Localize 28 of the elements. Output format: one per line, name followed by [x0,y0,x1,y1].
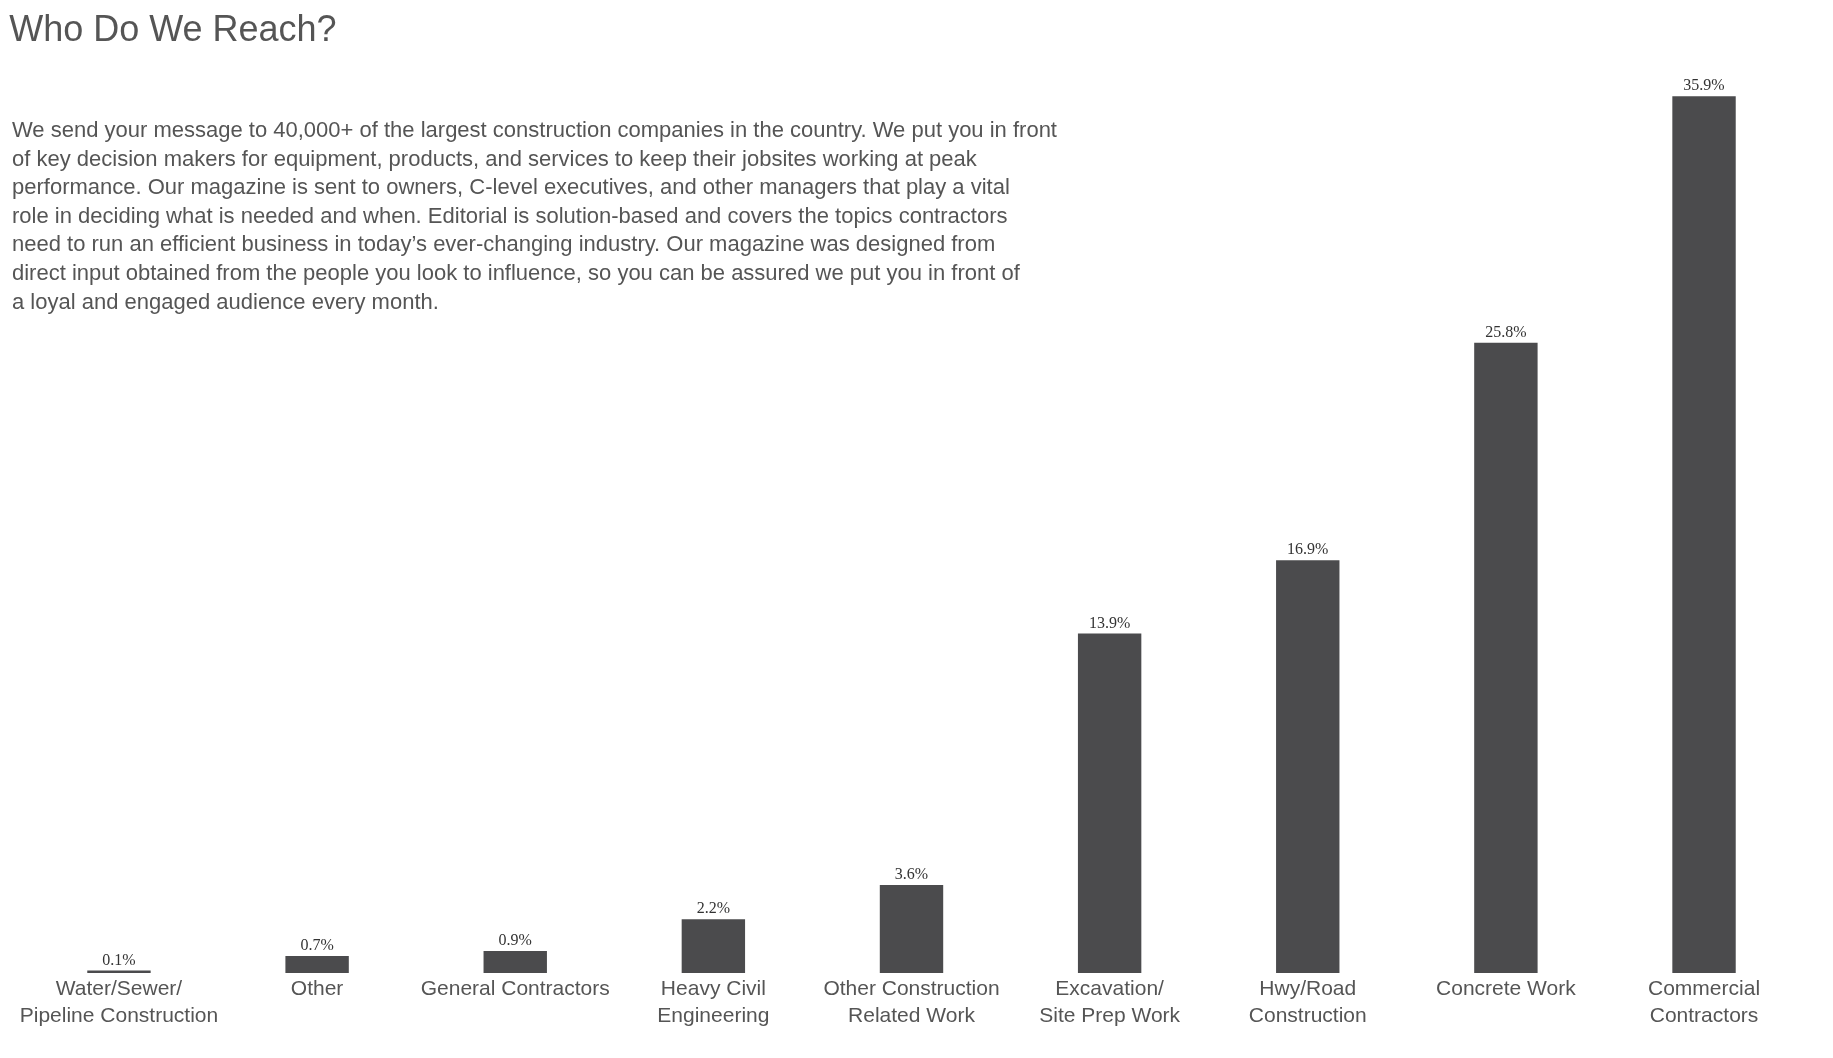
data-label: 25.8% [1485,322,1527,340]
data-label: 13.9% [1088,613,1131,631]
annotation: We send your message to 40,000+ of the largest construction companies in the country. We put you in front of key decision makers for equipment, products, and services to keep their jobsites working at peak performance. Our magazine is sent to owners, C-level executives, and other managers that play a vital role in deciding what is needed and when. Editorial is solution-based and covers the topics contractors need to run an efficient business in today’s ever-changing industry. Our magazine was designed from direct input obtained from the people you look to influence, so you can be assured we put you in front of a loyal and engaged audience every month. [12,117,1057,314]
data-label: 2.2% [696,899,731,917]
x-tick-label: General Contractors [420,976,610,999]
bar [1276,560,1340,973]
x-tick-label: Hwy/Road Construction [1248,976,1367,1027]
bar [1672,96,1736,973]
x-tick-label: Other Construction Related Work [823,976,1000,1027]
chart-title: Who Do We Reach? [9,8,337,50]
data-label: 3.6% [894,865,929,883]
bar [285,955,349,973]
data-label: 35.9% [1683,76,1725,94]
x-tick-label: Heavy Civil Engineering [657,976,770,1027]
data-label: 0.9% [498,931,532,949]
bar [1077,633,1142,973]
data-label: 0.1% [102,950,136,968]
bar [681,919,746,973]
bar [879,885,944,973]
x-tick-label: Other [290,976,344,999]
x-tick-label: Concrete Work [1436,976,1577,999]
bar [1474,342,1538,973]
bar [483,951,547,973]
data-label: 0.7% [300,935,334,953]
x-tick-label: Excavation/ Site Prep Work [1039,976,1181,1027]
x-tick-label: Water/Sewer/ Pipeline Construction [19,976,219,1027]
data-label: 16.9% [1287,540,1329,558]
x-tick-label: Commercial Contractors [1648,976,1761,1027]
